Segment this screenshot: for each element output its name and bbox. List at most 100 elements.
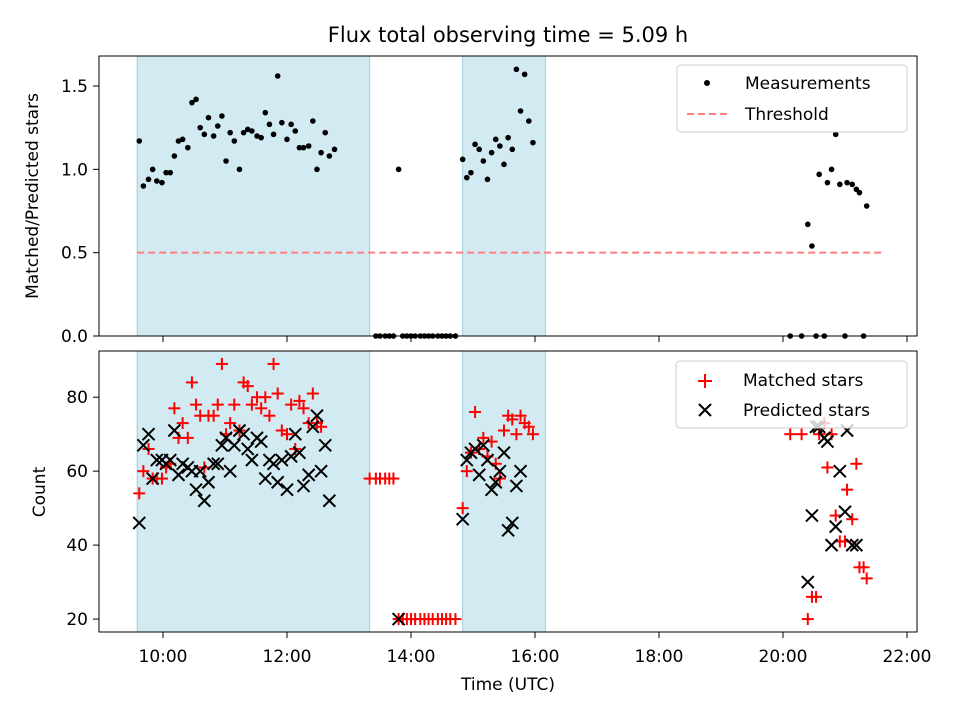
predicted-star-point bbox=[270, 475, 285, 489]
predicted-star-point bbox=[306, 420, 320, 434]
predicted-star-point bbox=[833, 464, 847, 478]
predicted-star-point bbox=[824, 538, 839, 552]
predicted-star-point bbox=[241, 442, 255, 456]
matched-star-point bbox=[267, 357, 280, 370]
measurement-point bbox=[193, 96, 199, 103]
y-tick-label: 0.0 bbox=[61, 327, 88, 347]
x-tick-label: 12:00 bbox=[263, 647, 312, 667]
predicted-star-point bbox=[318, 438, 332, 452]
shaded-interval bbox=[136, 350, 371, 633]
predicted-star-point bbox=[136, 438, 151, 452]
measurement-point bbox=[805, 221, 811, 228]
matched-star-point bbox=[224, 417, 237, 430]
measurement-point bbox=[488, 149, 495, 156]
measurement-point bbox=[189, 99, 195, 106]
matched-star-point bbox=[297, 402, 310, 415]
legend-matched-label: Matched stars bbox=[743, 371, 863, 391]
measurement-point bbox=[484, 176, 491, 183]
measurement-point bbox=[167, 169, 174, 176]
x-axis-label: Time (UTC) bbox=[460, 675, 555, 695]
matched-star-point bbox=[795, 428, 808, 441]
measurement-point bbox=[145, 176, 152, 183]
predicted-star-point bbox=[206, 457, 221, 471]
matched-star-point bbox=[857, 561, 870, 574]
predicted-star-point bbox=[849, 538, 864, 552]
matched-star-point bbox=[449, 613, 462, 626]
predicted-star-point bbox=[189, 482, 203, 497]
predicted-star-point bbox=[167, 423, 182, 438]
measurement-point bbox=[274, 73, 281, 79]
measurement-point bbox=[197, 124, 203, 131]
predicted-star-point bbox=[509, 479, 524, 493]
measurement-point bbox=[530, 139, 536, 146]
measurement-point bbox=[464, 174, 470, 181]
y-tick-label: 0.5 bbox=[61, 244, 88, 264]
matched-star-point bbox=[211, 398, 224, 411]
matched-star-point bbox=[306, 387, 319, 400]
shaded-interval bbox=[462, 350, 546, 633]
bottom-y-ticks: 20 40 60 80 bbox=[66, 388, 99, 630]
predicted-star-point bbox=[472, 468, 486, 482]
predicted-star-point bbox=[201, 475, 216, 489]
matched-star-point bbox=[477, 431, 490, 444]
predicted-star-point bbox=[254, 434, 268, 449]
matched-star-point bbox=[850, 457, 863, 470]
matched-star-point bbox=[228, 398, 241, 411]
matched-star-point bbox=[155, 472, 168, 485]
measurement-point bbox=[472, 141, 478, 148]
matched-star-point bbox=[456, 502, 469, 515]
bottom-panel: 20 40 60 80 10:00 12:00 14:00 16:00 18:00 20:00 2… bbox=[30, 350, 932, 695]
measurement-point bbox=[509, 146, 516, 153]
predicted-star-point bbox=[845, 538, 859, 552]
matched-star-point bbox=[285, 398, 298, 411]
measurement-point bbox=[140, 183, 147, 189]
measurement-point bbox=[163, 169, 169, 176]
predicted-star-point bbox=[223, 464, 237, 478]
legend-threshold-label: Threshold bbox=[744, 105, 829, 125]
measurement-point bbox=[296, 144, 303, 151]
measurement-point bbox=[849, 181, 856, 188]
predicted-star-point bbox=[215, 438, 229, 452]
measurement-point bbox=[249, 128, 255, 134]
measurement-point bbox=[258, 134, 264, 141]
matched-star-point bbox=[142, 442, 155, 455]
measurement-point bbox=[292, 128, 299, 134]
matched-star-point bbox=[176, 417, 189, 430]
predicted-star-point bbox=[258, 471, 273, 486]
top-legend: Measurements Threshold bbox=[676, 64, 908, 133]
measurement-point bbox=[279, 119, 285, 126]
predicted-star-point bbox=[455, 512, 470, 526]
predicted-star-point bbox=[460, 453, 474, 467]
predicted-star-point bbox=[150, 453, 164, 467]
predicted-star-point bbox=[236, 427, 251, 441]
chart-title: Flux total observing time = 5.09 h bbox=[328, 23, 688, 47]
measurement-point bbox=[240, 129, 247, 136]
x-tick-label: 20:00 bbox=[759, 647, 808, 667]
y-tick-label: 1.5 bbox=[61, 77, 88, 97]
x-tick-label: 22:00 bbox=[883, 647, 932, 667]
matched-star-point bbox=[846, 513, 859, 526]
bottom-plot-frame bbox=[98, 350, 918, 633]
measurement-point bbox=[395, 166, 402, 173]
matched-star-point bbox=[784, 428, 797, 441]
y-tick-label: 20 bbox=[66, 610, 88, 630]
predicted-star-point bbox=[132, 516, 146, 530]
predicted-star-point bbox=[513, 464, 528, 478]
measurement-point bbox=[459, 156, 466, 163]
predicted-star-point bbox=[476, 438, 491, 452]
matched-star-point bbox=[245, 398, 258, 411]
legend-measurements-marker bbox=[704, 80, 710, 86]
legend-measurements-label: Measurements bbox=[745, 74, 871, 94]
top-shaded-intervals bbox=[136, 55, 546, 337]
matched-star-point bbox=[801, 613, 814, 626]
matched-star-point bbox=[137, 465, 150, 478]
predicted-star-point bbox=[820, 434, 835, 449]
matched-star-point bbox=[387, 472, 400, 485]
measurement-point bbox=[266, 121, 273, 128]
matched-star-point bbox=[263, 409, 276, 422]
matched-star-point bbox=[510, 428, 523, 441]
bottom-y-axis-label: Count bbox=[30, 466, 50, 517]
top-y-axis-label: Matched/Predicted stars bbox=[23, 93, 43, 299]
measurement-point bbox=[179, 136, 186, 143]
measurement-point bbox=[497, 143, 503, 149]
